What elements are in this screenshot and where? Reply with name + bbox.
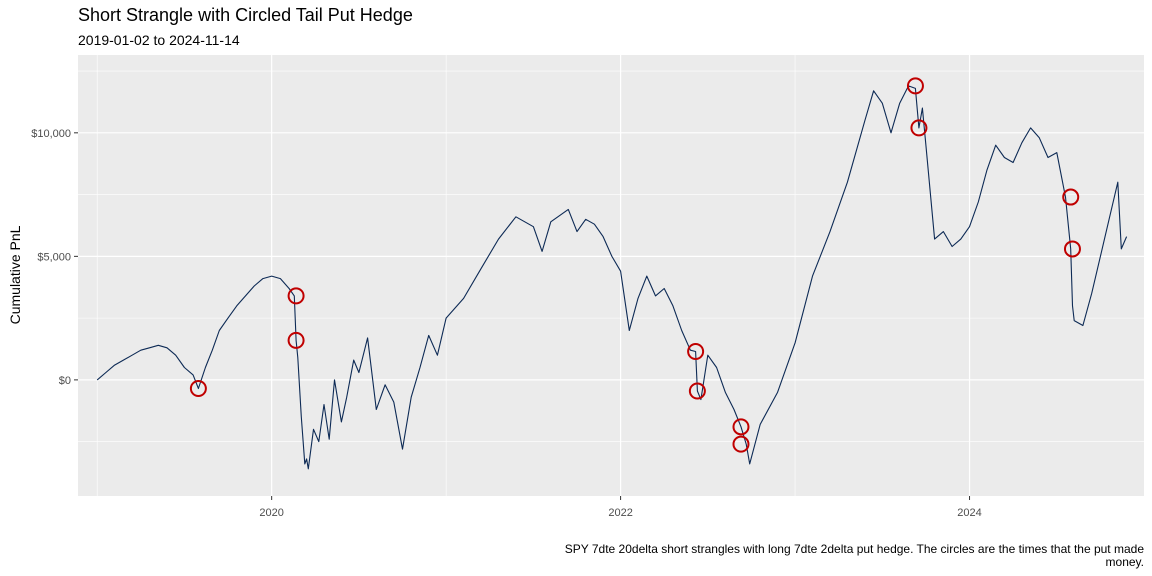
chart-title: Short Strangle with Circled Tail Put Hed… <box>78 5 413 25</box>
x-tick-label: 2024 <box>957 507 981 519</box>
hedge-win-circle <box>732 418 750 436</box>
hedge-markers <box>189 77 1081 453</box>
y-tick-label: $5,000 <box>37 251 71 263</box>
hedge-win-circle <box>1063 240 1081 258</box>
hedge-win-circle <box>688 382 706 400</box>
hedge-win-circle <box>906 77 924 95</box>
y-tick-label: $10,000 <box>31 128 71 140</box>
hedge-win-circle <box>287 287 305 305</box>
pnl-series-line <box>96 85 1128 470</box>
hedge-win-circle <box>687 342 705 360</box>
x-tick-label: 2020 <box>259 507 283 519</box>
gridlines <box>78 55 1144 496</box>
axis-ticks: 2020 2022 2024 $0 $5,000 $10,000 <box>31 128 982 519</box>
hedge-win-circle <box>732 435 750 453</box>
hedge-win-circle <box>287 331 305 349</box>
chart-subtitle: 2019-01-02 to 2024-11-14 <box>78 32 240 48</box>
hedge-win-circle <box>1062 188 1080 206</box>
plot-panel <box>78 55 1144 496</box>
chart-caption: SPY 7dte 20delta short strangles with lo… <box>564 542 1144 569</box>
y-tick-label: $0 <box>59 375 71 387</box>
series-layer <box>96 85 1128 470</box>
x-tick-label: 2022 <box>608 507 632 519</box>
hedge-win-circle <box>189 380 207 398</box>
hedge-win-circle <box>910 119 928 137</box>
y-axis-title: Cumulative PnL <box>7 225 23 324</box>
